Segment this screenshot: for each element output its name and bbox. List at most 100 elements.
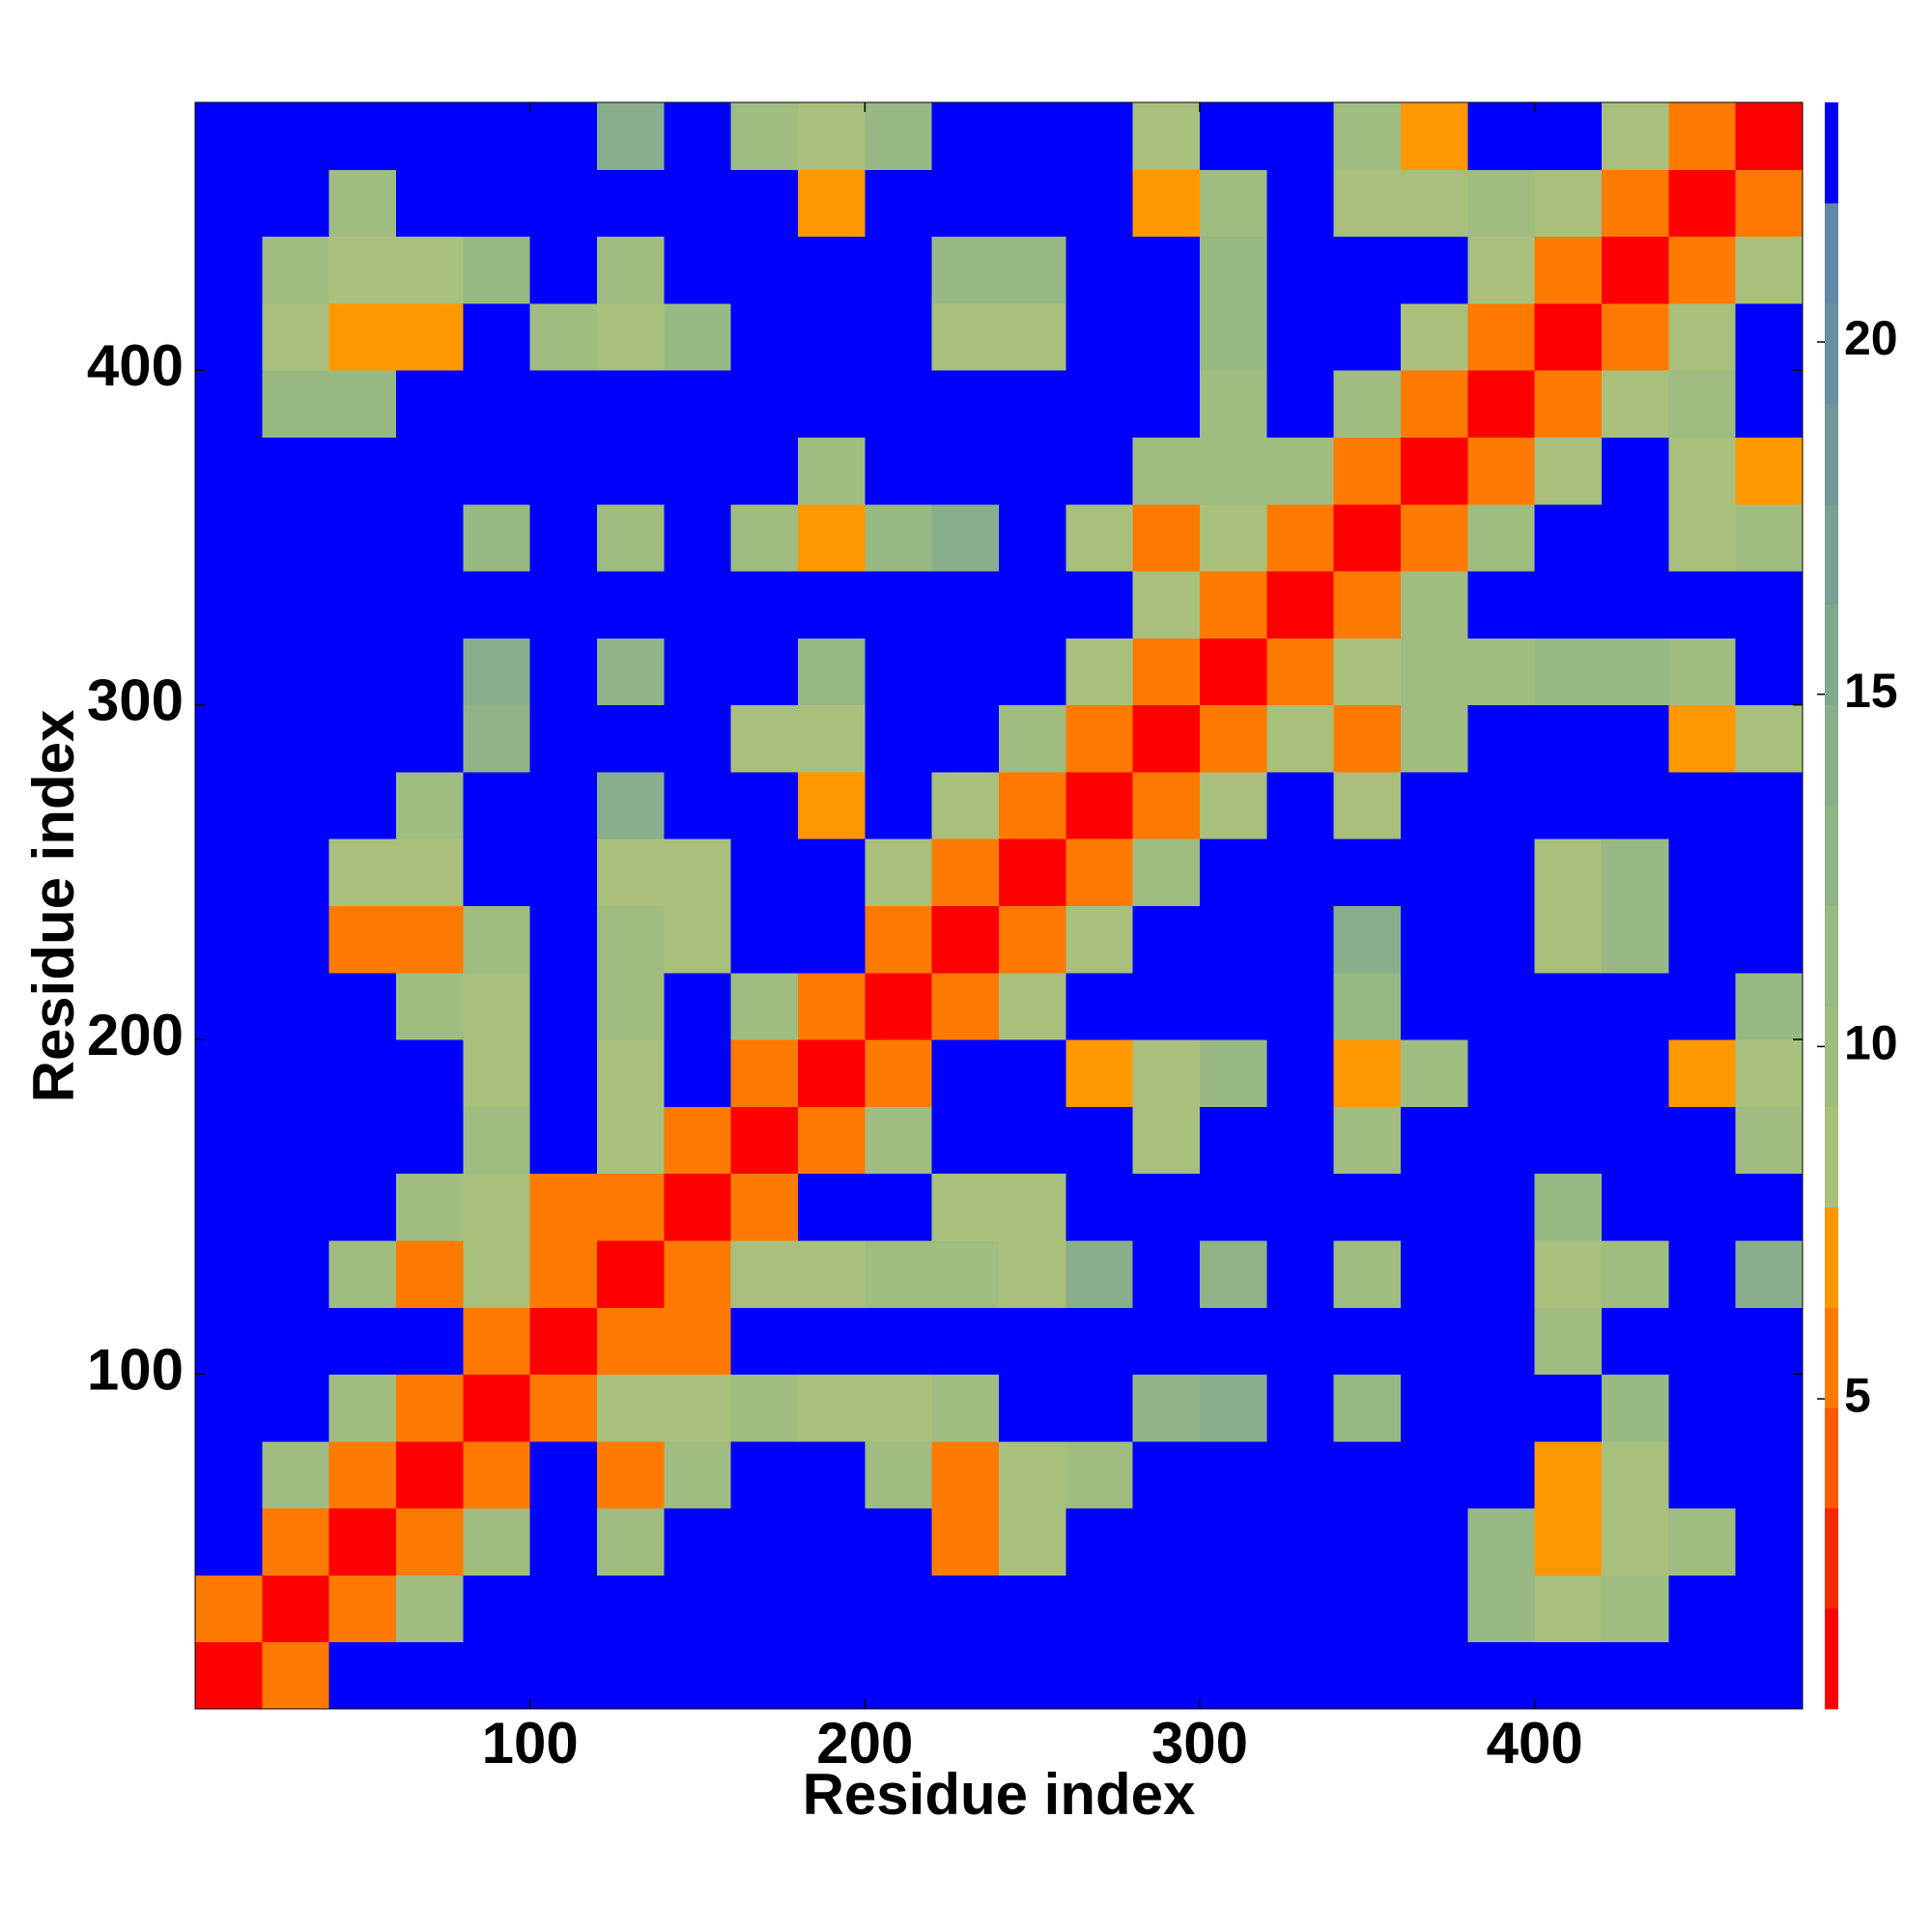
heatmap-cell xyxy=(262,370,330,438)
heatmap-cell xyxy=(529,1508,598,1576)
heatmap-cell xyxy=(1132,704,1201,773)
heatmap-cell xyxy=(931,838,1000,906)
heatmap-cell xyxy=(664,1440,732,1509)
x-tick-label: 100 xyxy=(482,1711,579,1776)
heatmap-cell xyxy=(1401,1440,1468,1509)
heatmap-cell xyxy=(1467,1374,1536,1442)
heatmap-cell xyxy=(328,370,397,438)
heatmap-cell xyxy=(463,437,531,505)
heatmap-cell xyxy=(597,437,665,505)
heatmap-cell xyxy=(463,1239,531,1308)
heatmap-cell xyxy=(1200,905,1267,974)
heatmap-cell xyxy=(1065,302,1134,371)
heatmap-cell xyxy=(195,638,263,706)
heatmap-cell xyxy=(865,1106,933,1175)
heatmap-cell xyxy=(1200,1307,1267,1376)
heatmap-cell xyxy=(664,1173,732,1241)
heatmap-cell xyxy=(195,1641,263,1710)
heatmap-cell xyxy=(1735,1106,1804,1175)
heatmap-cell xyxy=(1132,1173,1201,1241)
heatmap-cell xyxy=(262,437,330,505)
heatmap-cell xyxy=(463,1374,531,1442)
heatmap-cell xyxy=(262,838,330,906)
heatmap-cell xyxy=(597,1575,665,1643)
heatmap-cell xyxy=(396,1039,464,1107)
heatmap-cell xyxy=(1065,370,1134,438)
heatmap-cell xyxy=(1132,972,1201,1040)
heatmap-cell xyxy=(328,1173,397,1241)
heatmap-cell xyxy=(195,1508,263,1576)
heatmap-cell xyxy=(1065,905,1134,974)
heatmap-cell xyxy=(1401,771,1468,839)
heatmap-cell xyxy=(1401,1641,1468,1710)
heatmap-cell xyxy=(1200,437,1267,505)
heatmap-cell xyxy=(664,638,732,706)
heatmap-cell xyxy=(1333,1307,1402,1376)
heatmap-cell xyxy=(1200,1374,1267,1442)
heatmap-cell xyxy=(1668,503,1737,572)
heatmap-cell xyxy=(1467,302,1536,371)
heatmap-cell xyxy=(328,1374,397,1442)
heatmap-cell xyxy=(1534,571,1603,639)
heatmap-cell xyxy=(664,1374,732,1442)
heatmap-cell xyxy=(463,704,531,773)
colorbar-tick-label: 10 xyxy=(1844,1016,1898,1070)
heatmap-cell xyxy=(1467,905,1536,974)
heatmap-cell xyxy=(529,503,598,572)
heatmap-cell xyxy=(262,503,330,572)
heatmap-cell xyxy=(1735,838,1804,906)
x-axis-label: Residue index xyxy=(803,1762,1196,1827)
heatmap-cell xyxy=(1266,1575,1335,1643)
heatmap-cell xyxy=(1401,1039,1468,1107)
heatmap-cell xyxy=(1534,169,1603,238)
heatmap-cell xyxy=(1467,638,1536,706)
heatmap-cell xyxy=(664,1575,732,1643)
heatmap-cell xyxy=(1333,236,1402,304)
heatmap-cell xyxy=(1735,972,1804,1040)
heatmap-cell xyxy=(195,1239,263,1308)
heatmap-cell xyxy=(396,1106,464,1175)
heatmap-cell xyxy=(1401,1508,1468,1576)
heatmap-cell xyxy=(730,370,799,438)
heatmap-cell xyxy=(529,771,598,839)
heatmap-cell xyxy=(1333,1239,1402,1308)
heatmap-cell xyxy=(865,571,933,639)
heatmap-cell xyxy=(1266,370,1335,438)
heatmap-cell xyxy=(1132,1307,1201,1376)
heatmap-cell xyxy=(1132,905,1201,974)
heatmap-cell xyxy=(262,1641,330,1710)
heatmap-cell xyxy=(1333,1173,1402,1241)
heatmap-cell xyxy=(798,905,866,974)
heatmap-cell xyxy=(195,1440,263,1509)
heatmap-cell xyxy=(1467,704,1536,773)
heatmap-cell xyxy=(798,236,866,304)
heatmap-cell xyxy=(262,571,330,639)
heatmap-cell xyxy=(798,437,866,505)
heatmap-cell xyxy=(1401,638,1468,706)
heatmap-cell xyxy=(664,1641,732,1710)
heatmap-cell xyxy=(999,638,1066,706)
heatmap-cell xyxy=(931,1374,1000,1442)
heatmap-cell xyxy=(730,838,799,906)
heatmap-cell xyxy=(1668,102,1737,170)
heatmap-cell xyxy=(664,437,732,505)
heatmap-cell xyxy=(931,1641,1000,1710)
heatmap-cell xyxy=(1602,1508,1669,1576)
heatmap-cell xyxy=(999,370,1066,438)
heatmap-cell xyxy=(931,571,1000,639)
heatmap-cell xyxy=(463,1575,531,1643)
colorbar-tick-label: 20 xyxy=(1844,311,1898,365)
y-tick-label: 200 xyxy=(87,1003,184,1067)
heatmap-cell xyxy=(1333,503,1402,572)
plot-frame xyxy=(194,101,1804,1710)
heatmap-cell xyxy=(999,1440,1066,1509)
heatmap-cell xyxy=(1266,236,1335,304)
heatmap-cell xyxy=(730,1307,799,1376)
heatmap-cell xyxy=(1266,905,1335,974)
heatmap-cell xyxy=(529,370,598,438)
heatmap-cell xyxy=(529,437,598,505)
heatmap-cell xyxy=(262,1575,330,1643)
heatmap-cell xyxy=(463,302,531,371)
heatmap-cell xyxy=(463,236,531,304)
heatmap-cell xyxy=(1132,771,1201,839)
